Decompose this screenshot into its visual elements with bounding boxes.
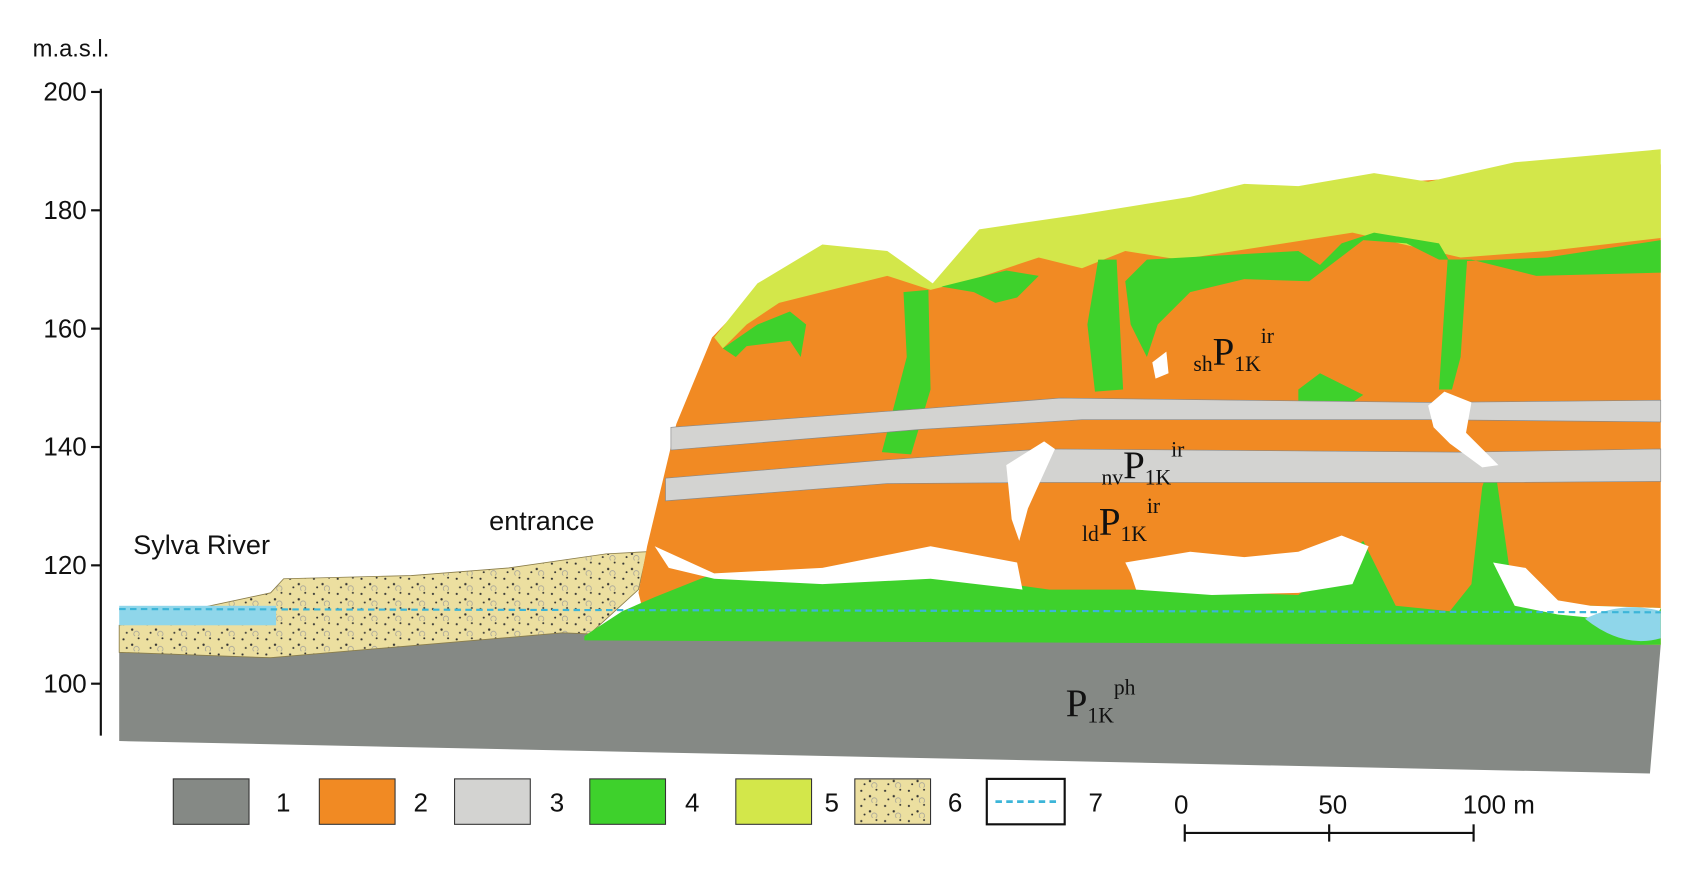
formation-label: P1Kph <box>1066 676 1136 728</box>
scale-label: 100 m <box>1463 790 1535 820</box>
legend-label: 6 <box>948 787 962 817</box>
y-tick-label: 120 <box>43 550 86 580</box>
formation-suffix: ir <box>1171 438 1185 462</box>
legend-label: 2 <box>413 787 427 817</box>
formation-prefix: ld <box>1082 522 1099 546</box>
formation-index: 1K <box>1234 352 1261 376</box>
formation-index: 1K <box>1120 522 1147 546</box>
y-tick-label: 160 <box>43 313 86 343</box>
top-cover <box>714 149 1661 349</box>
formation-label: ldP1Kir <box>1082 494 1161 546</box>
formation-suffix: ir <box>1147 494 1161 518</box>
green-fills <box>584 232 1661 645</box>
cave-lake <box>1585 607 1661 642</box>
marl-band <box>665 448 1662 502</box>
y-tick-label: 200 <box>43 77 86 107</box>
y-tick-label: 180 <box>43 195 86 225</box>
axis-label: m.a.s.l. <box>33 35 110 62</box>
formation-prefix: nv <box>1101 466 1123 490</box>
formation-symbol: P <box>1213 331 1235 374</box>
formation-suffix: ph <box>1114 676 1136 700</box>
formation-index: 1K <box>1087 704 1114 728</box>
legend-label: 7 <box>1088 787 1102 817</box>
bedrock <box>119 632 1661 774</box>
voids <box>654 351 1661 619</box>
legend-label: 3 <box>550 787 564 817</box>
legend-label: 5 <box>825 787 839 817</box>
formation-label: shP1Kir <box>1193 324 1274 376</box>
formation-suffix: ir <box>1261 324 1275 348</box>
formation-index: 1K <box>1145 466 1172 490</box>
y-tick-label: 140 <box>43 432 86 462</box>
formation-symbol: P <box>1099 500 1121 543</box>
formation-symbol: P <box>1123 444 1145 487</box>
formation-symbol: P <box>1066 682 1088 725</box>
river-label: Sylva River <box>133 530 270 560</box>
legend <box>172 777 1066 826</box>
scale-label: 0 <box>1174 790 1188 820</box>
entrance-label: entrance <box>489 506 594 536</box>
y-tick-label: 100 <box>43 668 86 698</box>
water-level <box>119 607 1661 614</box>
scale-label: 50 <box>1318 790 1347 820</box>
river-water <box>119 605 277 626</box>
formation-label: nvP1K ir <box>1101 438 1185 490</box>
legend-label: 4 <box>685 787 699 817</box>
formation-prefix: sh <box>1193 352 1212 376</box>
legend-label: 1 <box>276 787 290 817</box>
marl-band <box>670 397 1662 451</box>
